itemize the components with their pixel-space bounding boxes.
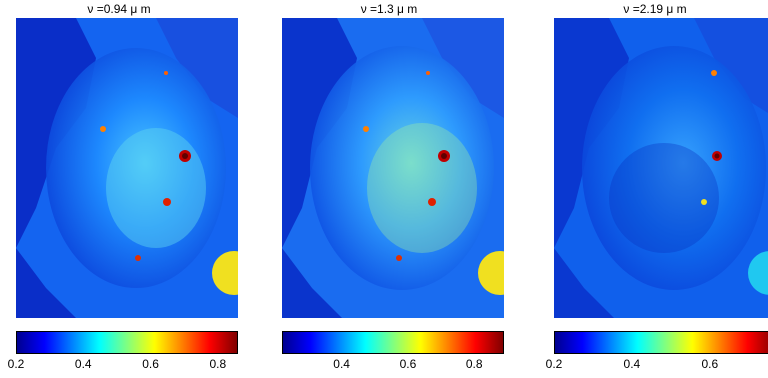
- panel-title: ν =1.3 μ m: [360, 2, 418, 16]
- colorbar-tick: 0.2: [545, 357, 563, 371]
- false-color-image: [554, 18, 768, 318]
- panel-title: ν =0.94 μ m: [87, 2, 151, 16]
- colorbar-tick: 0.6: [701, 357, 719, 371]
- colorbar-tick: 0.8: [209, 357, 227, 371]
- colorbar: [16, 331, 238, 354]
- colorbar-tick-labels: 0.4 0.6 0.8: [282, 357, 504, 373]
- panel-1.3um: ν =1.3 μ m 0.4: [274, 0, 504, 378]
- colorbar: [554, 331, 768, 354]
- colorbar-tick: 0.6: [399, 357, 417, 371]
- panel-2.19um: ν =2.19 μ m 0.2 0.4 0.6: [540, 0, 768, 378]
- colorbar-tick-labels: 0.2 0.4 0.6: [546, 357, 768, 373]
- colorbar-tick: 0.4: [74, 357, 92, 371]
- colorbar: [282, 331, 504, 354]
- false-color-image: [16, 18, 238, 318]
- colorbar-tick: 0.8: [465, 357, 483, 371]
- colorbar-tick: 0.4: [623, 357, 641, 371]
- panel-0.94um: ν =0.94 μ m 0.2: [4, 0, 238, 378]
- colorbar-tick: 0.4: [333, 357, 350, 371]
- colorbar-tick: 0.2: [7, 357, 25, 371]
- colorbar-tick: 0.6: [142, 357, 159, 371]
- false-color-image: [282, 18, 504, 318]
- panel-title: ν =2.19 μ m: [623, 2, 687, 16]
- colorbar-tick-labels: 0.2 0.4 0.6 0.8: [8, 357, 238, 373]
